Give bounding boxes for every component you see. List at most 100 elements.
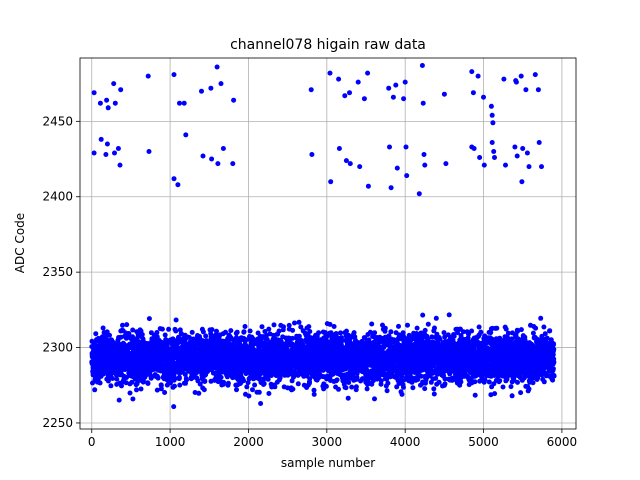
band-point [384,388,390,394]
data-points [89,63,557,410]
band-point [296,333,302,339]
band-point [364,386,370,392]
chart-title: channel078 higain raw data [230,37,426,53]
band-point [168,380,173,386]
band-point [120,322,125,328]
band-point [130,396,136,402]
band-point [261,381,267,387]
band-point [203,333,209,339]
band-point [396,323,401,329]
band-point [256,389,262,395]
band-point [316,330,322,336]
band-point [252,382,258,388]
band-point [311,387,317,393]
band-point [162,390,168,395]
band-point [116,397,122,403]
band-point [173,317,179,323]
band-point [244,384,250,390]
band-point [272,384,278,390]
band-point [186,335,192,340]
band-point [410,385,416,391]
band-point [442,381,448,387]
band-point [414,325,420,331]
band-point [197,381,203,387]
band-point [290,335,295,341]
band-point [126,331,132,336]
band-point [200,338,206,344]
band-point [176,374,182,380]
band-point [129,379,135,385]
band-point [472,379,478,385]
band-point [225,380,231,386]
band-point [242,324,248,329]
band-point [296,319,302,325]
band-point [311,391,317,397]
band-point [286,322,292,328]
band-point [422,327,428,333]
band-point [425,321,431,327]
band-point [138,386,144,392]
band-point [478,329,484,335]
band-point [259,324,265,330]
band-point [119,383,124,389]
band-point [431,386,437,392]
band-point [178,331,184,337]
band-point [124,322,130,328]
band-point [372,396,377,402]
band-point [266,326,272,332]
band-point [401,384,406,390]
band-point [114,376,120,382]
band-point [146,316,152,322]
band-point [295,381,301,387]
band-point [385,380,391,386]
band-point [346,380,352,385]
band-point [172,383,177,389]
band-point [369,321,375,327]
band-point [173,328,179,334]
band-point [458,379,464,385]
band-point [422,386,428,392]
band-point [182,372,188,377]
band-point [127,390,133,396]
band-point [228,328,234,334]
band-point [372,330,378,336]
band-point [306,324,312,330]
band-point [250,387,255,393]
band-point [399,391,405,397]
band-point [258,401,264,406]
band-point [345,395,351,401]
band-point [171,404,177,410]
band-point [154,387,160,393]
band-point [172,375,178,381]
band-point [97,380,103,386]
band-point [277,375,283,381]
band-point [209,327,215,333]
band-point [130,327,136,333]
band-point [162,332,168,338]
band-point [201,387,207,393]
band-point [107,332,112,338]
band-point [431,391,437,397]
band-point [349,384,355,390]
band-point [446,312,452,318]
band-point [105,378,111,384]
band-point [189,329,195,335]
band-point [469,328,475,334]
band-point [139,332,145,337]
band-point [218,374,224,380]
band-point [388,329,394,335]
band-point [266,391,272,396]
band-point [308,335,314,341]
band-point [134,387,139,393]
band-point [265,376,271,382]
band-point [271,322,277,328]
band-point [292,320,297,326]
band-point [405,322,410,328]
band-point [184,377,189,383]
band-point [159,326,165,332]
band-point [196,390,202,396]
band-point [145,381,151,386]
band-point [245,380,251,386]
band-point [257,372,263,378]
